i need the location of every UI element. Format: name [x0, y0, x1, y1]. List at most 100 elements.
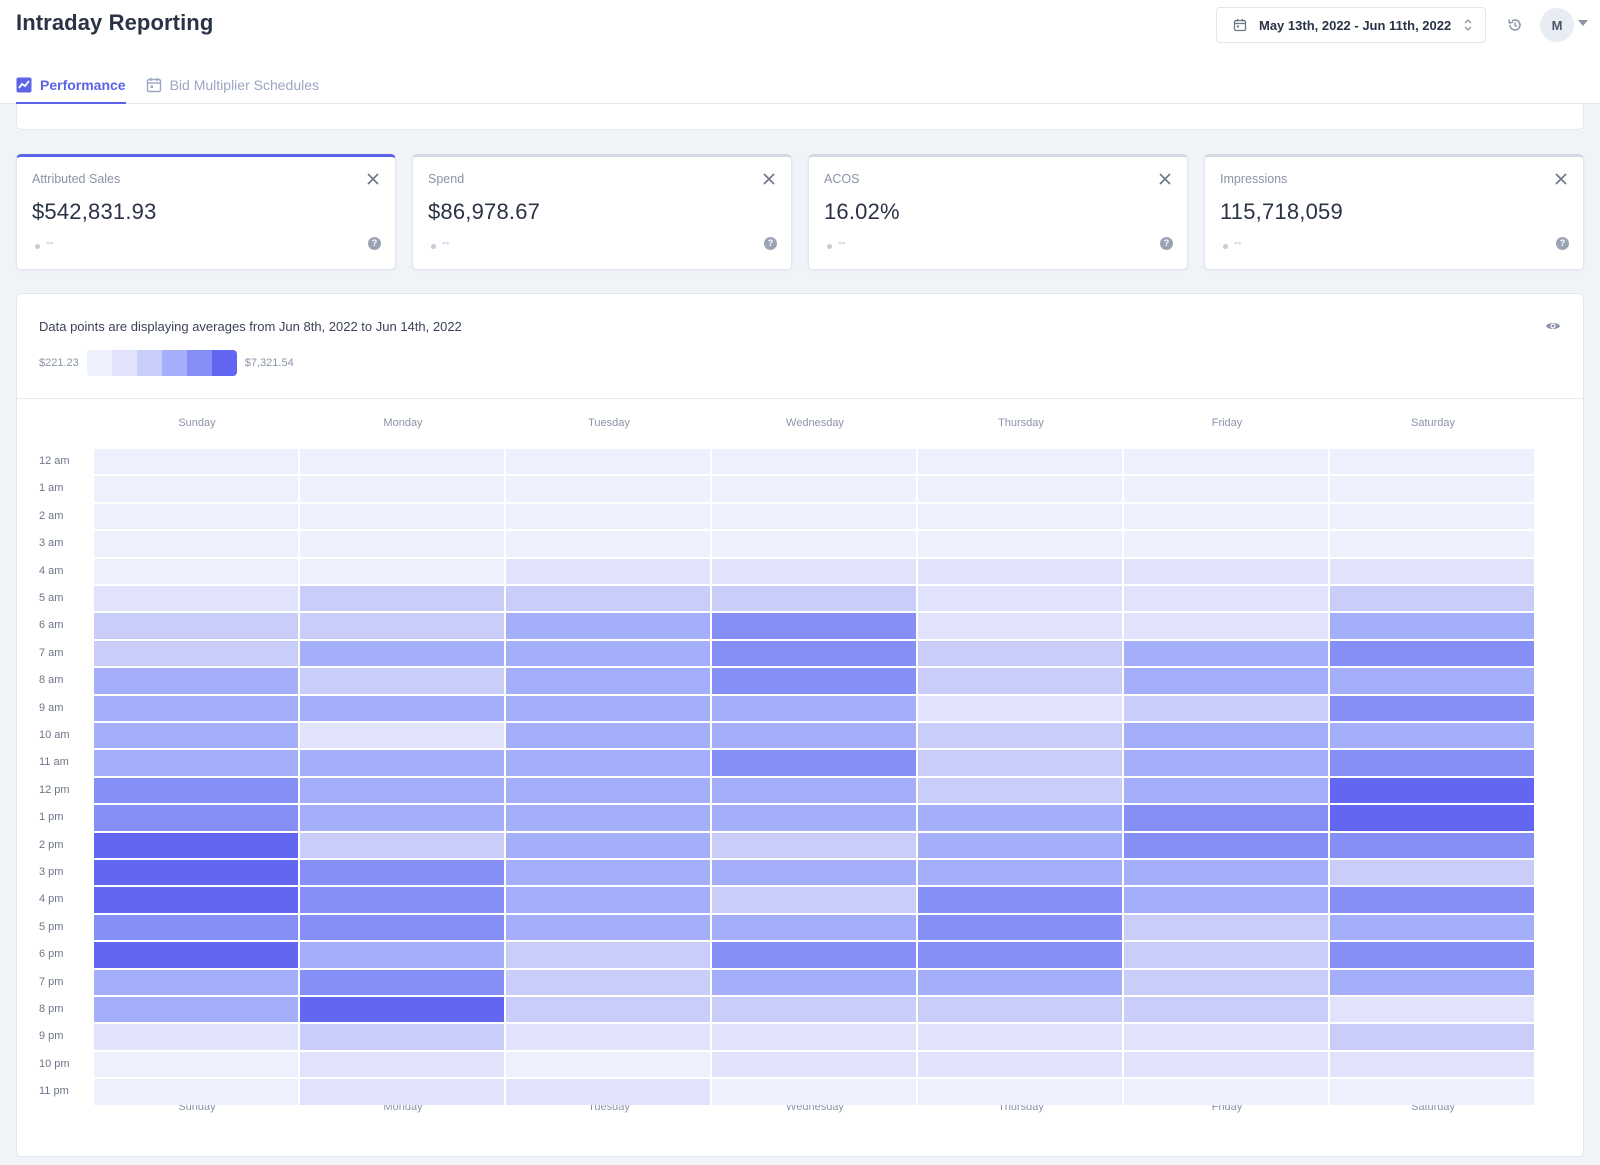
heatmap-cell[interactable]	[918, 558, 1122, 584]
heatmap-cell[interactable]	[918, 887, 1122, 913]
heatmap-cell[interactable]	[1124, 914, 1328, 941]
heatmap-cell[interactable]	[918, 1079, 1122, 1105]
heatmap-cell[interactable]	[918, 476, 1122, 502]
heatmap-cell[interactable]	[300, 640, 504, 667]
heatmap-cell[interactable]	[1330, 860, 1534, 886]
close-icon[interactable]	[762, 172, 776, 186]
close-icon[interactable]	[366, 172, 380, 186]
heatmap-cell[interactable]	[94, 1024, 298, 1050]
user-avatar[interactable]: M	[1540, 8, 1574, 42]
heatmap-cell[interactable]	[918, 586, 1122, 612]
heatmap-cell[interactable]	[94, 832, 298, 858]
heatmap-cell[interactable]	[918, 750, 1122, 776]
heatmap-cell[interactable]	[1124, 558, 1328, 584]
heatmap-cell[interactable]	[1330, 476, 1534, 502]
heatmap-cell[interactable]	[712, 668, 916, 694]
heatmap-cell[interactable]	[918, 640, 1122, 667]
heatmap-cell[interactable]	[94, 860, 298, 886]
heatmap-cell[interactable]	[1124, 997, 1328, 1023]
heatmap-cell[interactable]	[1124, 695, 1328, 721]
heatmap-cell[interactable]	[300, 1079, 504, 1105]
heatmap-cell[interactable]	[918, 449, 1122, 475]
heatmap-cell[interactable]	[1330, 777, 1534, 804]
heatmap-cell[interactable]	[1124, 449, 1328, 475]
tab-bid-multiplier-schedules[interactable]: Bid Multiplier Schedules	[146, 66, 319, 104]
heatmap-cell[interactable]	[506, 860, 710, 886]
tab-performance[interactable]: Performance	[16, 66, 126, 104]
heatmap-cell[interactable]	[94, 997, 298, 1023]
heatmap-cell[interactable]	[1330, 695, 1534, 721]
heatmap-cell[interactable]	[94, 942, 298, 968]
heatmap-cell[interactable]	[300, 969, 504, 995]
heatmap-cell[interactable]	[506, 914, 710, 941]
heatmap-cell[interactable]	[300, 942, 504, 968]
heatmap-cell[interactable]	[918, 613, 1122, 639]
heatmap-cell[interactable]	[1124, 860, 1328, 886]
heatmap-cell[interactable]	[712, 476, 916, 502]
heatmap-cell[interactable]	[506, 613, 710, 639]
heatmap-cell[interactable]	[1330, 942, 1534, 968]
heatmap-cell[interactable]	[1330, 640, 1534, 667]
heatmap-cell[interactable]	[1330, 969, 1534, 995]
heatmap-cell[interactable]	[94, 723, 298, 749]
chevron-down-icon[interactable]	[1578, 20, 1588, 26]
metric-card-impressions[interactable]: Impressions 115,718,059 -- ?	[1204, 154, 1584, 270]
heatmap-cell[interactable]	[1330, 887, 1534, 913]
heatmap-cell[interactable]	[1124, 942, 1328, 968]
heatmap-cell[interactable]	[506, 942, 710, 968]
heatmap-cell[interactable]	[1124, 969, 1328, 995]
metric-card-acos[interactable]: ACOS 16.02% -- ?	[808, 154, 1188, 270]
heatmap-cell[interactable]	[506, 449, 710, 475]
heatmap-cell[interactable]	[300, 805, 504, 831]
help-icon[interactable]: ?	[1556, 237, 1569, 250]
heatmap-cell[interactable]	[506, 640, 710, 667]
date-range-picker[interactable]: May 13th, 2022 - Jun 11th, 2022	[1216, 7, 1486, 43]
heatmap-cell[interactable]	[506, 558, 710, 584]
heatmap-cell[interactable]	[506, 1024, 710, 1050]
heatmap-cell[interactable]	[918, 997, 1122, 1023]
heatmap-cell[interactable]	[1124, 531, 1328, 557]
heatmap-cell[interactable]	[94, 695, 298, 721]
heatmap-cell[interactable]	[506, 750, 710, 776]
heatmap-cell[interactable]	[918, 805, 1122, 831]
heatmap-cell[interactable]	[1330, 668, 1534, 694]
heatmap-cell[interactable]	[94, 668, 298, 694]
heatmap-cell[interactable]	[712, 503, 916, 530]
heatmap-cell[interactable]	[712, 914, 916, 941]
heatmap-cell[interactable]	[300, 860, 504, 886]
heatmap-cell[interactable]	[712, 613, 916, 639]
heatmap-cell[interactable]	[712, 531, 916, 557]
heatmap-cell[interactable]	[1124, 1051, 1328, 1078]
heatmap-cell[interactable]	[506, 777, 710, 804]
heatmap-cell[interactable]	[918, 860, 1122, 886]
heatmap-cell[interactable]	[506, 805, 710, 831]
heatmap-cell[interactable]	[1124, 640, 1328, 667]
heatmap-cell[interactable]	[506, 476, 710, 502]
heatmap-cell[interactable]	[506, 668, 710, 694]
heatmap-cell[interactable]	[1330, 558, 1534, 584]
heatmap-cell[interactable]	[300, 887, 504, 913]
heatmap-cell[interactable]	[506, 997, 710, 1023]
heatmap-cell[interactable]	[300, 586, 504, 612]
history-button[interactable]	[1504, 14, 1526, 36]
heatmap-cell[interactable]	[1124, 750, 1328, 776]
heatmap-cell[interactable]	[1124, 586, 1328, 612]
heatmap-cell[interactable]	[300, 1024, 504, 1050]
heatmap-cell[interactable]	[506, 1051, 710, 1078]
heatmap-cell[interactable]	[300, 695, 504, 721]
heatmap-cell[interactable]	[712, 640, 916, 667]
heatmap-cell[interactable]	[300, 997, 504, 1023]
help-icon[interactable]: ?	[764, 237, 777, 250]
heatmap-cell[interactable]	[506, 969, 710, 995]
heatmap-cell[interactable]	[918, 969, 1122, 995]
heatmap-cell[interactable]	[94, 777, 298, 804]
heatmap-cell[interactable]	[94, 887, 298, 913]
heatmap-cell[interactable]	[712, 887, 916, 913]
heatmap-cell[interactable]	[1124, 832, 1328, 858]
heatmap-cell[interactable]	[1330, 1051, 1534, 1078]
heatmap-cell[interactable]	[918, 531, 1122, 557]
heatmap-cell[interactable]	[94, 1051, 298, 1078]
heatmap-cell[interactable]	[300, 476, 504, 502]
heatmap-cell[interactable]	[94, 476, 298, 502]
metric-card-attributed-sales[interactable]: Attributed Sales $542,831.93 -- ?	[16, 154, 396, 270]
